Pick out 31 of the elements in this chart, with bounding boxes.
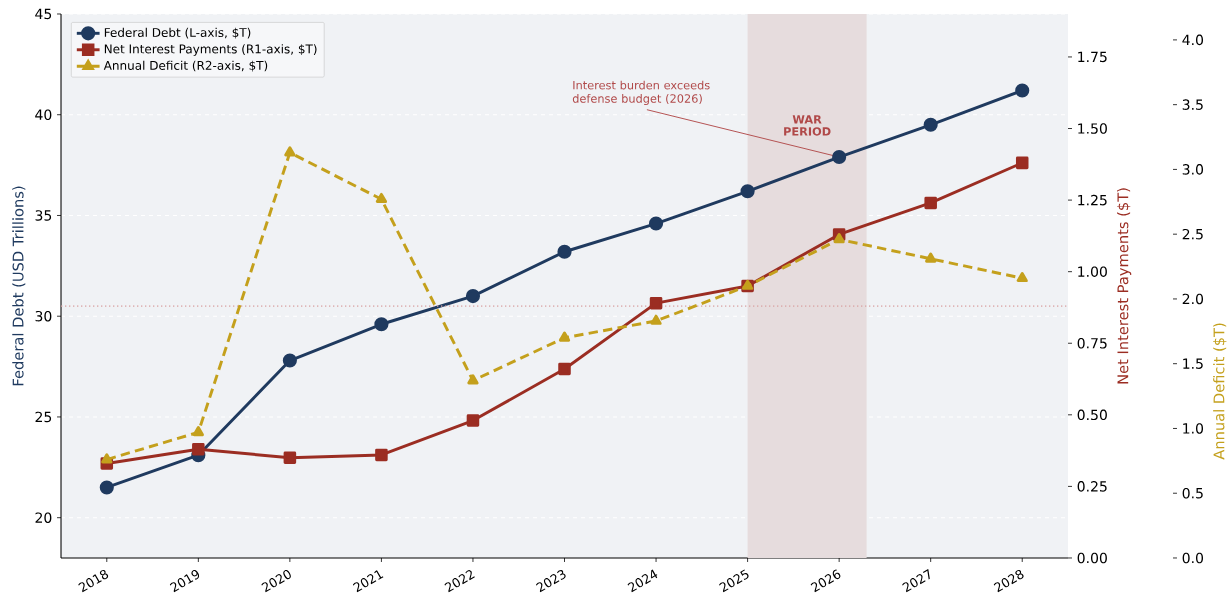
y3-tick-label: 2.0 [1182, 293, 1204, 305]
y3-tick-label: 0.5 [1182, 487, 1203, 499]
y3-tick-label: 1.0 [1183, 423, 1204, 434]
legend-label: Federal Debt (L-axis, $T) [104, 27, 251, 39]
y3-tick-label: 3.0 [1182, 164, 1204, 175]
band-label: WAR PERIOD [784, 115, 831, 136]
y2-tick-label: 0.00 [1077, 552, 1107, 564]
y2-tick-label: 1.75 [1078, 51, 1107, 63]
y2-tick-label: 0.50 [1077, 409, 1107, 421]
y-tick-label: 40 [35, 109, 52, 121]
legend-label: Annual Deficit (R2-axis, $T) [103, 60, 268, 72]
y3-tick-label: 2.5 [1182, 228, 1203, 240]
y-tick-label: 20 [35, 512, 52, 523]
y2-axis-title: Net Interest Payments ($T) [1117, 188, 1132, 384]
y-tick-label: 30 [35, 310, 52, 322]
y3-tick-label: 3.5 [1182, 99, 1203, 110]
annotation: Interest burden exceeds defense budget (2026) [572, 80, 710, 105]
y2-tick-label: 0.25 [1077, 481, 1107, 492]
legend-label: Net Interest Payments (R1-axis, $T) [104, 44, 317, 56]
y-tick-label: 35 [35, 210, 52, 221]
y2-tick-label: 1.25 [1078, 194, 1107, 206]
y3-tick-label: 1.5 [1183, 358, 1203, 369]
y2-tick-label: 1.50 [1078, 123, 1107, 134]
y-axis-title: Federal Debt (USD Trillions) [12, 186, 26, 386]
y-tick-label: 25 [35, 411, 52, 423]
y2-tick-label: 1.00 [1078, 266, 1107, 277]
y2-tick-label: 0.75 [1077, 337, 1107, 349]
y3-tick-label: 4.0 [1182, 34, 1204, 46]
y3-axis-title: Annual Deficit ($T) [1213, 323, 1227, 460]
y3-tick-label: 0.0 [1182, 552, 1204, 564]
y-tick-label: 45 [35, 8, 52, 20]
